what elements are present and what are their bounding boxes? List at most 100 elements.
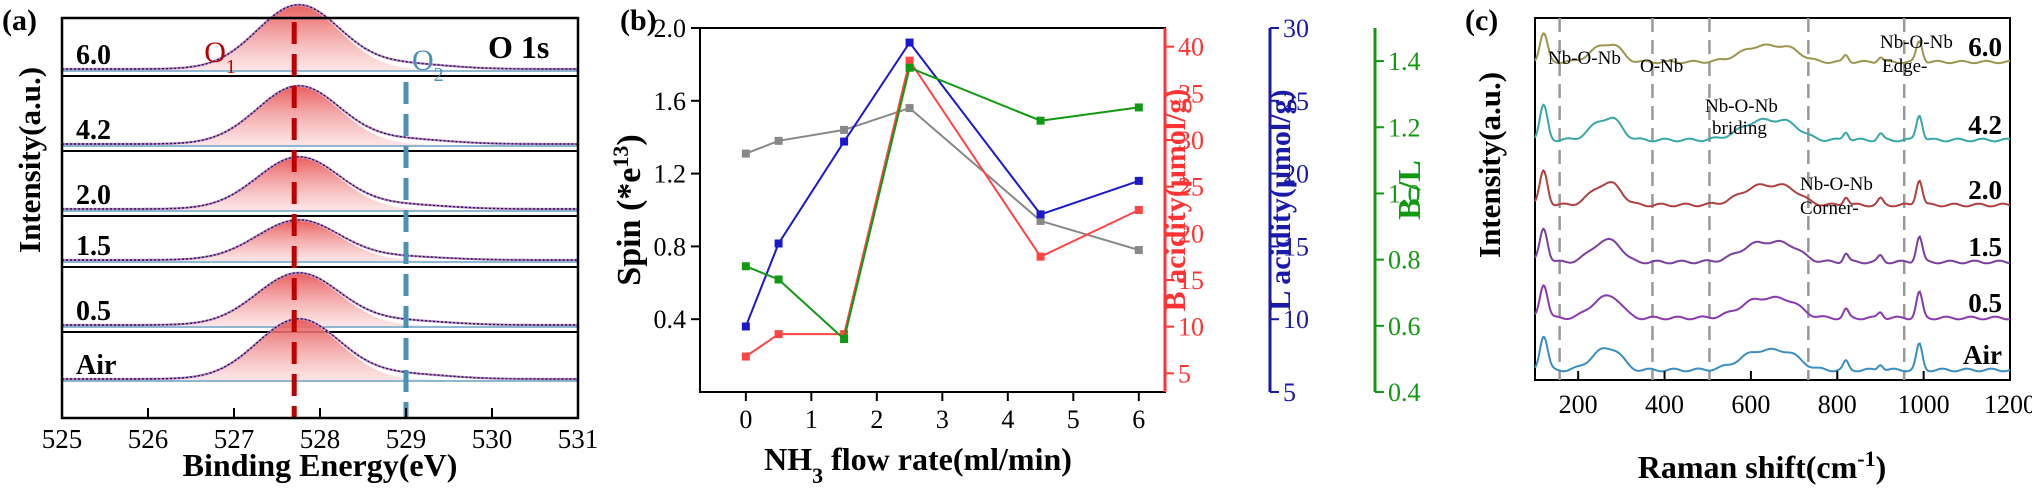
b-point-bl-3	[905, 63, 914, 72]
b-xtick-label-1: 1	[805, 405, 818, 434]
panel-a-frame: 525 526 527 528 529 530 531	[42, 16, 598, 454]
panel-b-plot-area: 0 1 2 3 4 5 6 0.4 0.8 1.2 1.6 2.0 5 10 15 20 25 30 35 40 5 10…	[654, 14, 1421, 434]
b-l_acid-tick-label-3: 20	[1283, 160, 1309, 189]
b-point-b_acid-5	[1134, 206, 1143, 214]
xps-raw-data-3	[62, 219, 578, 261]
b-point-spin-0	[741, 149, 750, 158]
c-annotation-4: Nb-O-Nb	[1800, 174, 1873, 195]
b-b_acid-tick-label-0: 5	[1178, 359, 1191, 388]
a-xtick-label-2: 527	[214, 424, 255, 454]
b-spin-tick-label-3: 1.6	[654, 87, 687, 116]
panel-c-frame-rect	[1534, 17, 2011, 381]
panel-b-ylabel-spin: Spin (*e13)	[608, 134, 649, 285]
xps-raw-data-1	[62, 85, 578, 145]
c-annotation-3: briding	[1712, 118, 1767, 139]
c-xtick-label-0: 200	[1559, 390, 1598, 419]
raman-spectrum-4	[1534, 284, 2011, 321]
b-point-l_acid-2	[840, 137, 849, 146]
b-point-l_acid-3	[905, 38, 914, 47]
panel-a-ylabel: Intensity(a.u.)	[12, 67, 47, 253]
b-b_acid-tick-label-3: 20	[1178, 219, 1204, 248]
b-l_acid-tick-label-1: 10	[1283, 305, 1309, 334]
b-l_acid-tick-label-2: 15	[1283, 232, 1309, 261]
b-point-b_acid-2	[840, 330, 849, 339]
c-annotation-5: Corner-	[1800, 198, 1859, 219]
raman-sample-label-1: 4.2	[1968, 110, 2002, 140]
b-point-bl-0	[741, 262, 750, 271]
xps-sample-label-5: Air	[76, 350, 116, 381]
raman-sample-label-4: 0.5	[1968, 288, 2002, 318]
b-spin-tick-label-2: 1.2	[654, 160, 687, 189]
panel-b-frame-rect	[699, 27, 1166, 393]
b-l_acid-tick-label-4: 25	[1283, 87, 1309, 116]
b-point-spin-1	[774, 136, 783, 145]
raman-spectrum-0	[1534, 32, 2011, 65]
panel-b-xlabel: NH3 flow rate(ml/min)	[764, 441, 1072, 488]
a-xtick-label-5: 530	[472, 424, 513, 454]
c-annotation-6: Nb-O-Nb	[1880, 32, 1953, 53]
panel-b-ylabel-l-acidity: L acidity(μmol/g)	[1264, 89, 1297, 310]
b-series-line-l_acid	[744, 40, 1140, 327]
panel-b-ylabel-bl: B /L	[1391, 160, 1427, 220]
xps-fit-envelope-0	[62, 3, 578, 71]
o1-peak-fill-3	[62, 221, 578, 261]
xps-raw-data-2	[62, 156, 578, 210]
panel-a-label: (a)	[2, 4, 37, 37]
panel-b-label: (b)	[620, 4, 657, 37]
b-point-spin-3	[905, 104, 914, 113]
c-annotation-2: Nb-O-Nb	[1705, 96, 1778, 117]
panel-c-ylabel: Intensity(a.u.)	[1472, 72, 1507, 258]
b-b_acid-tick-label-1: 10	[1178, 313, 1204, 342]
b-b_acid-tick-label-2: 15	[1178, 266, 1204, 295]
b-point-spin-5	[1134, 246, 1143, 255]
b-spin-tick-label-0: 0.4	[654, 305, 687, 334]
b-point-spin-2	[840, 125, 849, 134]
xps-raw-data-4	[62, 272, 578, 326]
c-annotation-7: Edge-	[1882, 56, 1927, 77]
b-bl-tick-label-1: 0.6	[1388, 312, 1421, 341]
panel-c-xlabel: Raman shift(cm-1)	[1638, 446, 1887, 486]
c-xtick-label-4: 1000	[1898, 390, 1950, 419]
b-point-l_acid-0	[741, 322, 750, 331]
raman-sample-label-0: 6.0	[1968, 32, 2002, 62]
o1-peak-fill-2	[62, 158, 578, 210]
c-xtick-label-5: 1200	[1984, 390, 2032, 419]
c-annotation-0: Nb-O-Nb	[1548, 48, 1621, 69]
panel-a-title: O 1s	[488, 29, 549, 65]
panel-a-plot-area: 6.0 4.2 2.0 1.5 0.5 Air O1 O2	[62, 3, 578, 418]
raman-spectrum-3	[1534, 227, 2011, 265]
b-spin-tick-label-1: 0.8	[654, 232, 687, 261]
panel-a-xlabel: Binding Energy(eV)	[183, 447, 458, 483]
a-xtick-label-4: 529	[386, 424, 427, 454]
xps-raw-data-5	[62, 318, 578, 380]
c-xtick-label-2: 600	[1731, 390, 1770, 419]
b-bl-tick-label-2: 0.8	[1388, 246, 1421, 275]
b-point-l_acid-4	[1036, 210, 1045, 219]
xps-sample-label-1: 4.2	[76, 115, 111, 146]
b-xtick-label-3: 3	[936, 405, 949, 434]
c-annotation-1: O-Nb	[1640, 56, 1683, 77]
b-series-line-spin	[745, 106, 1140, 251]
b-point-b_acid-4	[1036, 252, 1045, 261]
raman-spectrum-5	[1534, 335, 2011, 373]
b-bl-tick-label-0: 0.4	[1388, 378, 1421, 407]
b-xtick-label-5: 5	[1067, 405, 1080, 434]
xps-sample-label-3: 1.5	[76, 231, 111, 262]
panel-b-ylabel-b-acidity: B acidity(μmol/g)	[1159, 89, 1192, 312]
panel-c-raman: (c) 6.0 4.2 2.0 1.5 0.5 Air Nb-O-Nb O-Nb Nb-O-Nb…	[1465, 4, 2032, 485]
b-b_acid-tick-label-7: 40	[1178, 33, 1204, 62]
b-bl-tick-label-3: 1.0	[1388, 179, 1421, 208]
b-point-bl-1	[774, 275, 783, 284]
b-l_acid-tick-label-0: 5	[1283, 378, 1296, 407]
a-xtick-label-1: 526	[128, 424, 169, 454]
b-b_acid-tick-label-5: 30	[1178, 126, 1204, 155]
a-xtick-label-0: 525	[42, 424, 83, 454]
b-point-bl-2	[840, 335, 849, 344]
b-b_acid-tick-label-6: 35	[1178, 79, 1204, 108]
o1-peak-fill-5	[62, 320, 578, 380]
panel-c-label: (c)	[1465, 4, 1498, 37]
b-point-bl-4	[1036, 116, 1045, 125]
